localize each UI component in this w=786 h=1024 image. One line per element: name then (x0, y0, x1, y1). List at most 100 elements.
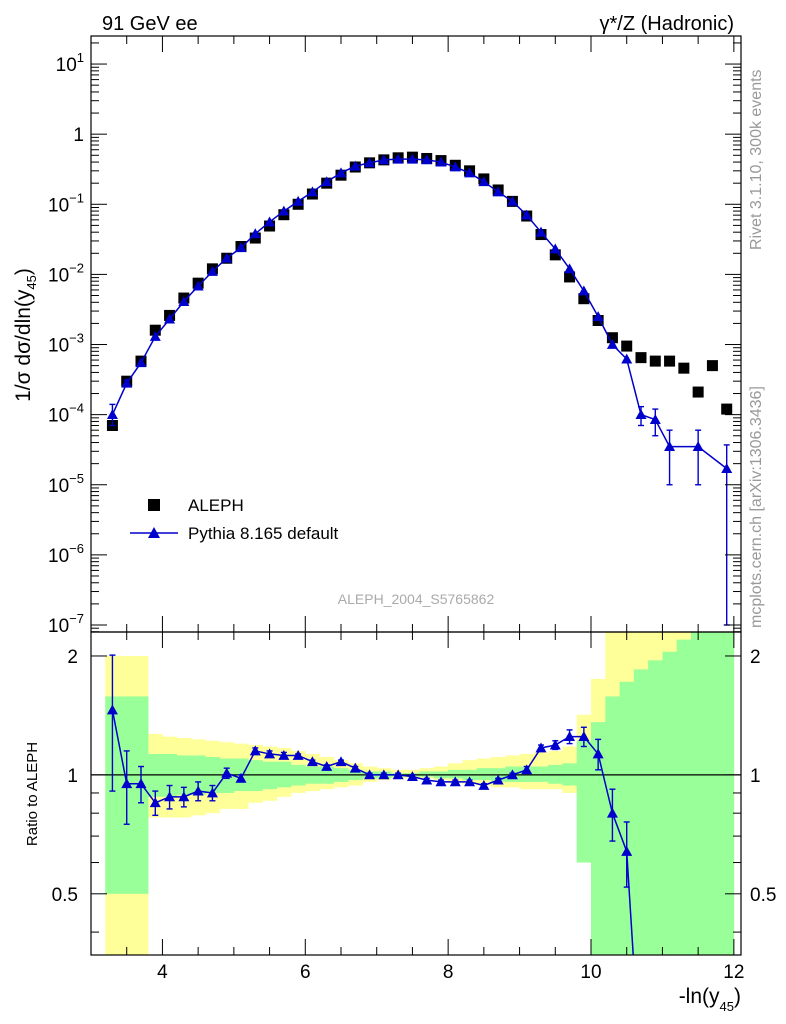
pythia-point (721, 463, 733, 473)
ratio-series (106, 654, 639, 970)
pythia-point (335, 167, 347, 178)
pythia-point (206, 265, 218, 276)
green-band-bin (419, 771, 435, 777)
ratio-point (192, 785, 204, 796)
pythia-point (606, 339, 618, 349)
pythia-point (321, 176, 333, 187)
ratio-y-axis-label: Ratio to ALEPH (24, 742, 41, 846)
x-tick-label: 8 (443, 962, 454, 983)
legend-aleph-label: ALEPH (188, 496, 244, 515)
pythia-point (564, 263, 576, 274)
main-series-data (106, 151, 733, 431)
aleph-data-point (606, 332, 618, 344)
pythia-point (435, 156, 447, 167)
ratio-point (628, 960, 639, 970)
legend: ALEPH Pythia 8.165 default (130, 496, 339, 543)
ratio-point (106, 704, 118, 715)
ratio-point (506, 769, 518, 780)
y-tick-label: 10−4 (48, 401, 84, 427)
ratio-point (464, 776, 476, 787)
ratio-y-tick-label-right: 1 (750, 766, 761, 787)
ratio-point (606, 807, 618, 818)
ratio-y-tick-label-right: 0.5 (750, 885, 776, 906)
aleph-data-point (149, 324, 161, 336)
pythia-point (106, 409, 118, 420)
pythia-point (492, 186, 504, 197)
ratio-point (249, 745, 261, 756)
aleph-data-point (706, 360, 718, 372)
mcplots-label: mcplots.cern.ch [arXiv:1306.3436] (748, 386, 765, 628)
ratio-point (164, 791, 176, 802)
ratio-y-tick-label-left: 2 (67, 647, 78, 668)
aleph-data-point (678, 362, 690, 374)
pythia-point (149, 331, 161, 341)
ratio-point (521, 764, 533, 775)
pythia-point (235, 242, 247, 253)
y-tick-label: 10−7 (48, 611, 84, 637)
ratio-point (221, 767, 233, 778)
rivet-info-label: Rivet 3.1.10, 300k events (748, 69, 765, 250)
legend-pythia-label: Pythia 8.165 default (188, 524, 339, 543)
pythia-point (421, 154, 433, 165)
main-y-axis-label: 1/σ dσ/dln(y45) (12, 268, 39, 402)
x-tick-label: 10 (580, 962, 601, 983)
green-band-bin (633, 669, 649, 955)
aleph-data-point (649, 355, 661, 367)
ratio-point (478, 780, 490, 790)
pythia-point (292, 195, 304, 206)
pythia-point (535, 226, 547, 237)
aleph-data-point (578, 293, 590, 305)
ratio-point (292, 749, 304, 760)
aleph-data-point (664, 355, 676, 367)
green-band-bin (662, 651, 678, 955)
axis-tick-labels: 4 6 8 10 12101110−110−210−310−410−510−610−70… (48, 50, 776, 983)
ratio-point (435, 776, 447, 787)
pythia-point (464, 167, 476, 178)
green-band-bin (648, 660, 663, 955)
ratio-point (178, 791, 190, 802)
ratio-point (564, 731, 576, 742)
green-band-bin (476, 768, 492, 781)
pythia-point (664, 441, 676, 452)
ratio-point (135, 778, 147, 789)
pythia-point (449, 161, 461, 172)
pythia-line (111, 158, 728, 470)
aleph-data-point (635, 352, 647, 364)
main-series-mc (106, 153, 733, 626)
y-tick-label: 10−2 (48, 260, 84, 286)
ratio-point (349, 762, 361, 773)
ratio-point (492, 774, 504, 785)
ratio-point (406, 771, 418, 782)
pythia-point (521, 209, 533, 220)
ratio-point (264, 748, 276, 759)
plot-title-right: γ*/Z (Hadronic) (600, 13, 734, 35)
x-axis-label: -ln(y45) (679, 985, 741, 1014)
legend-aleph-marker (148, 499, 160, 511)
aleph-data-point (549, 249, 561, 261)
green-band-bin (676, 639, 692, 955)
ratio-point (306, 756, 318, 767)
pythia-point (306, 186, 318, 197)
pythia-point (349, 160, 361, 171)
pythia-point (135, 357, 147, 368)
pythia-point (406, 153, 418, 164)
legend-pythia-marker (148, 527, 160, 538)
ratio-point (578, 731, 590, 742)
pythia-point (121, 377, 133, 388)
aleph-data-point (621, 340, 633, 352)
ratio-plot-frame (90, 631, 742, 956)
green-band-bin (619, 681, 635, 955)
ratio-y-tick-label-right: 2 (750, 647, 761, 668)
x-tick-label: 12 (723, 962, 744, 983)
ratio-point (364, 769, 376, 780)
pythia-point (635, 409, 647, 420)
ratio-uncertainty-bands (105, 632, 735, 955)
y-tick-label: 101 (56, 50, 84, 76)
pythia-point (364, 157, 376, 168)
ratio-y-tick-label-left: 0.5 (52, 885, 78, 906)
y-tick-label: 10−5 (48, 471, 84, 497)
aleph-data-point (564, 271, 576, 283)
pythia-point (392, 153, 404, 164)
green-band-bin (248, 760, 263, 792)
ratio-point (621, 845, 633, 856)
